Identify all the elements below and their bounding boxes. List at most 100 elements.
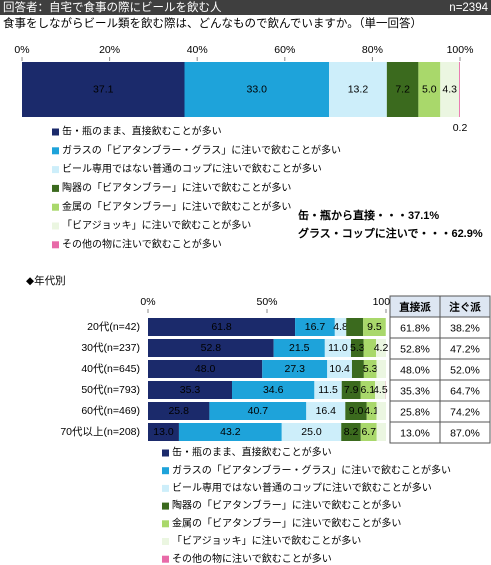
bar-segment <box>306 402 346 420</box>
bar-segment <box>346 318 364 336</box>
value-label: 10.4 <box>329 363 350 375</box>
table-cell <box>439 421 491 444</box>
value-label: 6.7 <box>361 426 376 438</box>
legend-swatch <box>52 184 59 192</box>
legend-label: 缶・瓶のまま、直接飲むことが多い <box>172 446 332 459</box>
bar-segment <box>148 360 263 378</box>
table-cell-text: 52.0% <box>450 364 480 376</box>
value-label: 4.3 <box>442 83 457 95</box>
table-cell-text: 25.8% <box>400 406 430 418</box>
legend-swatch <box>52 241 59 249</box>
legend-label: 缶・瓶のまま、直接飲むことが多い <box>62 125 222 138</box>
bar-segment <box>232 381 315 399</box>
legend-swatch <box>162 467 169 475</box>
legend-label: ビール専用ではない普通のコップに注いで飲むことが多い <box>172 481 432 494</box>
value-label: 35.3 <box>180 384 201 396</box>
category-label: 60代(n=469) <box>81 405 140 417</box>
value-label: 6.1 <box>360 384 375 396</box>
bar-segment <box>366 402 377 420</box>
bar-segment <box>375 381 386 399</box>
table-cell-text: 87.0% <box>450 427 480 439</box>
header-n: n=2394 <box>449 2 488 14</box>
value-label: 21.5 <box>289 342 310 354</box>
value-label: 11.0 <box>328 342 348 354</box>
value-label: 25.0 <box>301 426 322 438</box>
legend-swatch <box>52 147 59 155</box>
value-label: 16.4 <box>316 405 337 417</box>
legend-label: ビール専用ではない普通のコップに注いで飲むことが多い <box>62 162 322 175</box>
bar-segment <box>459 62 460 117</box>
bar-segment <box>345 402 367 420</box>
value-label: 27.3 <box>285 363 306 375</box>
legend-swatch <box>52 166 59 174</box>
bar-segment <box>376 360 386 378</box>
value-label: 5.3 <box>363 363 378 375</box>
bar-segment <box>327 360 352 378</box>
table-cell-text: 48.0% <box>400 364 430 376</box>
bar-segment <box>329 62 387 117</box>
table-cell-text: 74.2% <box>450 406 480 418</box>
x-tick-label: 0% <box>14 44 29 56</box>
bar-segment <box>360 423 377 441</box>
annotation: グラス・コップに注いで・・・62.9% <box>298 226 483 240</box>
value-label: 7.2 <box>395 83 410 95</box>
x-tick-label: 40% <box>187 44 208 56</box>
legend-label: ガラスの「ビアタンブラー・グラス」に注いで飲むことが多い <box>172 463 451 476</box>
bar-segment <box>314 381 342 399</box>
category-label: 30代(n=237) <box>81 342 140 354</box>
bar-segment <box>360 381 376 399</box>
header-title: 回答者：自宅で食事の際にビールを飲む人 <box>3 0 222 14</box>
section-title: ◆年代別 <box>26 274 66 287</box>
legend-swatch <box>162 520 169 528</box>
bar-segment <box>351 339 364 357</box>
bar-segment <box>273 339 325 357</box>
x-tick-label: 20% <box>99 44 120 56</box>
category-label: 40代(n=645) <box>81 363 140 375</box>
category-label: 50代(n=793) <box>81 384 140 396</box>
annotation: 缶・瓶から直接・・・37.1% <box>298 208 439 222</box>
bar-segment <box>440 62 460 117</box>
legend-swatch <box>162 502 169 510</box>
legend-swatch <box>52 222 59 230</box>
value-label: 61.8 <box>211 321 232 333</box>
bar-segment <box>148 381 233 399</box>
value-label: 9.0 <box>349 405 364 417</box>
x-tick-label: 80% <box>362 44 383 56</box>
legend-swatch <box>52 203 59 211</box>
value-label: 43.2 <box>220 426 241 438</box>
value-label: 4.5 <box>373 384 388 396</box>
value-label: 8.2 <box>344 426 359 438</box>
bar-segment <box>22 62 185 117</box>
table-header: 直接派 <box>399 300 431 313</box>
bar-segment <box>418 62 441 117</box>
value-label: 4.1 <box>364 405 379 417</box>
bar-segment <box>148 402 210 420</box>
legend-label: ガラスの「ビアタンブラー・グラス」に注いで飲むことが多い <box>62 143 341 156</box>
bar-segment <box>334 318 347 336</box>
value-label: 5.3 <box>350 342 365 354</box>
legend-swatch <box>52 128 59 136</box>
value-label: 13.0 <box>153 426 174 438</box>
value-label: 5.0 <box>422 83 437 95</box>
bar-segment <box>386 62 419 117</box>
bar-segment <box>363 339 377 357</box>
category-label: 70代以上(n=208) <box>60 426 140 438</box>
bar-segment <box>184 62 330 117</box>
value-label: 37.1 <box>93 83 114 95</box>
x-tick-label: 0% <box>140 296 155 308</box>
bar-segment <box>376 339 386 357</box>
legend-label: 陶器の「ビアタンブラー」に注いで飲むことが多い <box>172 499 401 512</box>
x-tick-label: 50% <box>256 296 277 308</box>
value-label: 9.5 <box>367 321 382 333</box>
value-label: 7.9 <box>344 384 359 396</box>
bar-segment <box>262 360 328 378</box>
bar-segment <box>148 423 179 441</box>
value-label: 25.8 <box>168 405 189 417</box>
bar-segment <box>178 423 282 441</box>
table-cell-text: 35.3% <box>400 385 430 397</box>
legend-label: その他の物に注いで飲むことが多い <box>172 552 332 565</box>
legend-swatch <box>162 555 169 563</box>
bar-segment <box>351 360 364 378</box>
bar-segment <box>376 402 386 420</box>
